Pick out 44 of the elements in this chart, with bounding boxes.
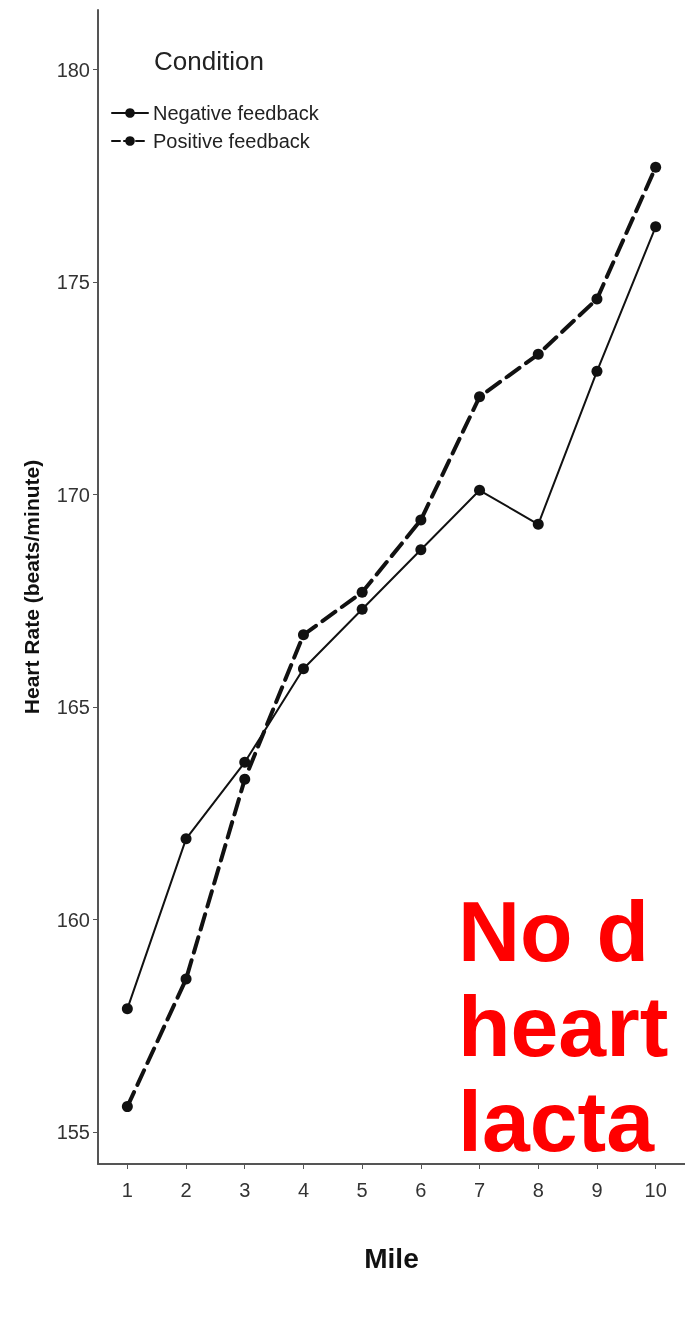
point [532, 348, 544, 360]
point [356, 603, 368, 615]
point [297, 629, 309, 641]
point [650, 161, 662, 173]
point [121, 1003, 133, 1015]
x-tick-label: 10 [644, 1179, 667, 1201]
x-tick-label: 3 [239, 1179, 251, 1201]
annotation: No d [458, 883, 650, 979]
point [121, 1101, 133, 1113]
annotation: heart [458, 978, 669, 1074]
point [415, 514, 427, 526]
annotation: lacta [458, 1073, 656, 1169]
point [356, 586, 368, 598]
x-tick-label: 7 [473, 1179, 486, 1201]
point [415, 544, 427, 556]
x-tick-label: 8 [532, 1179, 544, 1201]
point [239, 773, 251, 785]
y-tick-label: 160 [56, 908, 90, 931]
y-tick-label: 165 [56, 696, 90, 719]
y-tick-label: 175 [56, 271, 90, 294]
point [474, 484, 486, 496]
x-tick-label: 5 [356, 1179, 368, 1201]
y-axis-title: Heart Rate (beats/minute) [20, 459, 43, 715]
x-tick-label: 2 [180, 1179, 192, 1201]
point [591, 293, 603, 305]
y-tick-label: 155 [56, 1121, 90, 1144]
x-tick-label: 6 [415, 1179, 427, 1201]
point [532, 518, 544, 530]
legend-title: Condition [154, 46, 264, 76]
x-tick-label: 1 [121, 1179, 133, 1201]
point [180, 833, 192, 845]
point [239, 756, 251, 768]
point [474, 391, 486, 403]
point [297, 663, 309, 675]
y-tick-label: 180 [56, 58, 90, 81]
point [650, 221, 662, 233]
y-tick-label: 170 [56, 483, 90, 506]
x-tick-label: 4 [297, 1179, 310, 1201]
legend-label: Positive feedback [153, 130, 311, 152]
legend-label: Negative feedback [153, 102, 320, 124]
x-axis-title: Mile [364, 1242, 419, 1274]
point [180, 973, 192, 985]
x-tick-label: 9 [591, 1179, 603, 1201]
point [591, 365, 603, 377]
